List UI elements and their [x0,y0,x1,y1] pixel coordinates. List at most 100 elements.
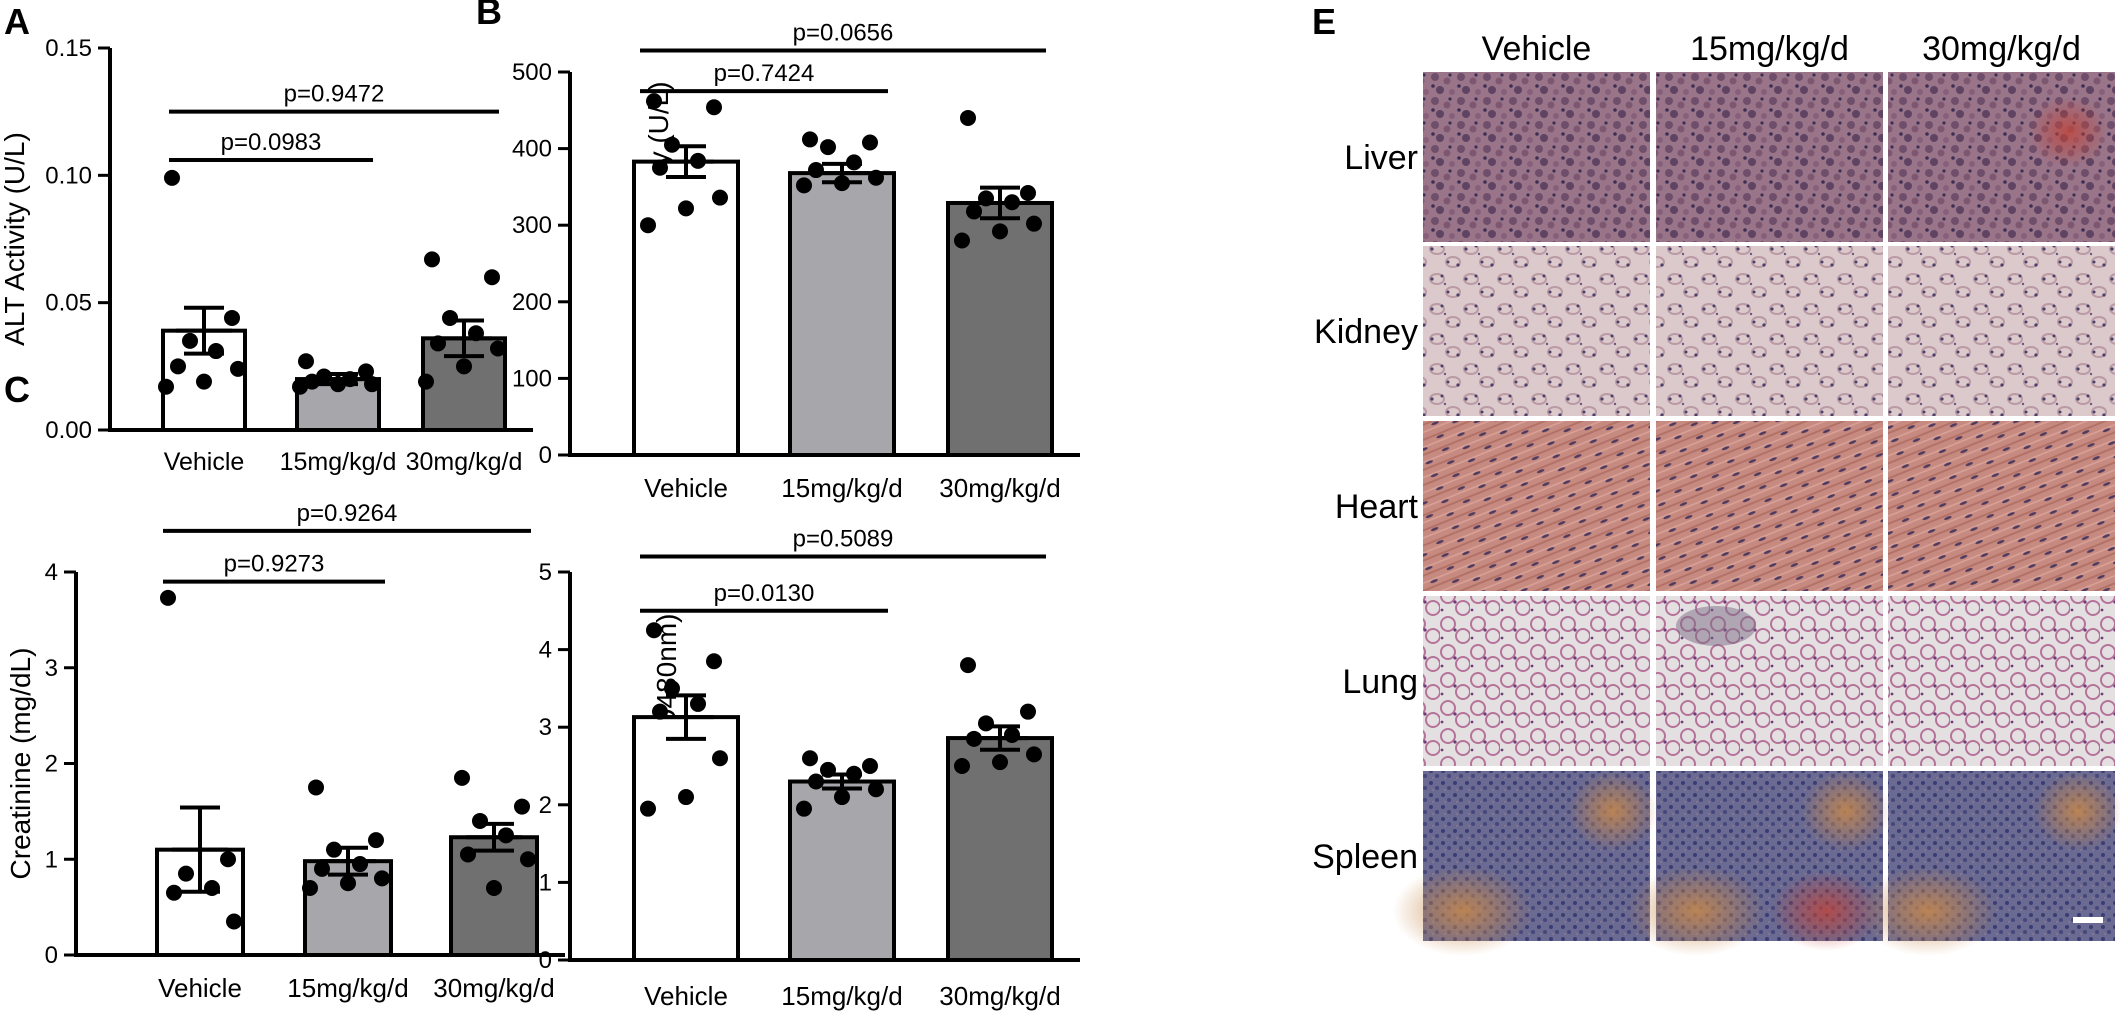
data-point [820,761,836,778]
data-point [1026,215,1042,232]
data-point [802,131,818,148]
data-point [690,695,706,712]
data-point [978,715,994,732]
data-point [352,856,368,873]
histology-image-spleen [1393,771,1658,956]
category-label: Vehicle [164,448,245,476]
data-point [712,750,728,767]
p-value-label: p=0.0983 [221,129,322,156]
histology-image-liver [1888,72,2115,242]
category-label: 15mg/kg/d [781,981,902,1011]
data-point [846,765,862,782]
data-point [204,879,220,896]
stain-region [1801,771,1891,851]
data-point [992,223,1008,240]
data-point [868,781,884,798]
y-tick-label: 1 [539,869,552,896]
category-label: 30mg/kg/d [406,448,523,476]
histology-row-label: Liver [1344,139,1418,177]
histology-image-spleen [1858,771,2120,956]
y-tick-label: 1 [45,846,58,873]
p-value-label: p=0.9472 [284,81,385,108]
panel-letter-c: C [4,369,30,410]
y-tick-label: 2 [539,792,552,819]
data-point [330,376,346,393]
stain-region [1676,606,1756,646]
data-point [472,812,488,829]
data-point [1020,703,1036,720]
data-point [208,343,224,360]
p-value-label: p=0.0656 [793,20,894,47]
data-point [170,358,186,375]
data-point [468,325,484,342]
data-point [520,851,536,868]
data-point [868,169,884,186]
stain-region [2033,771,2120,851]
y-axis-title: Creatinine (mg/dL) [5,648,36,880]
histology-row-label: Spleen [1312,838,1418,876]
data-point [460,846,476,863]
p-value-label: p=0.7424 [714,60,815,87]
data-point [992,754,1008,771]
histology-image-kidney [1656,246,1883,416]
data-point [316,368,332,385]
category-label: 15mg/kg/d [280,448,397,476]
data-point [182,332,198,349]
scale-bar [2073,917,2103,923]
y-tick-label: 0.15 [45,35,92,62]
panel-letter-a: A [4,1,30,42]
data-point [820,139,836,156]
data-point [364,376,380,393]
tissue-texture [1656,421,1883,591]
histology-row-label: Lung [1342,663,1418,701]
data-point [160,589,176,606]
stain-region [2028,97,2108,167]
data-point [846,154,862,171]
tissue-texture [1423,421,1650,591]
y-tick-label: 300 [512,212,552,239]
y-tick-label: 0 [539,947,552,974]
data-point [430,335,446,352]
category-label: Vehicle [644,473,728,503]
data-point [862,758,878,774]
chart-creatine-kinase: 0100200300400500Creatine Kinase Activity… [512,20,1080,503]
data-point [166,884,182,901]
data-point [374,870,390,887]
y-tick-label: 400 [512,136,552,163]
data-point [802,750,818,767]
data-point [196,373,212,390]
panel-letter-b: B [476,0,502,32]
data-point [298,353,314,370]
data-point [640,800,656,817]
data-point [834,175,850,192]
category-label: 30mg/kg/d [939,473,1060,503]
tissue-texture [1888,421,2115,591]
tissue-texture [1423,72,1650,242]
y-tick-label: 0 [45,942,58,969]
histology-image-heart [1888,421,2115,591]
data-point [808,162,824,179]
data-point [418,373,434,390]
y-tick-label: 0.05 [45,290,92,317]
data-point [808,773,824,790]
data-point [646,622,662,639]
data-point [158,378,174,395]
data-point [712,189,728,206]
data-point [954,758,970,774]
chart-creatinine: 0 1 2 3 4 Creatinine (mg/dL) Vehicle 15mg/kg/d 3… [5,500,565,1003]
panel-letter-e: E [1312,1,1336,42]
data-point [862,134,878,151]
histology-image-kidney [1423,246,1650,416]
data-point [224,309,240,326]
data-point [302,879,318,896]
y-tick-label: 4 [45,559,58,586]
data-point [796,177,812,194]
data-point [358,363,374,380]
data-point [1004,194,1020,211]
p-value-label: p=0.9264 [297,500,398,527]
category-label: Vehicle [644,981,728,1011]
data-point [498,827,514,844]
histology-grid: Vehicle 15mg/kg/d 30mg/kg/d Liver Kidney Hear… [1312,30,2120,956]
data-point [978,190,994,207]
